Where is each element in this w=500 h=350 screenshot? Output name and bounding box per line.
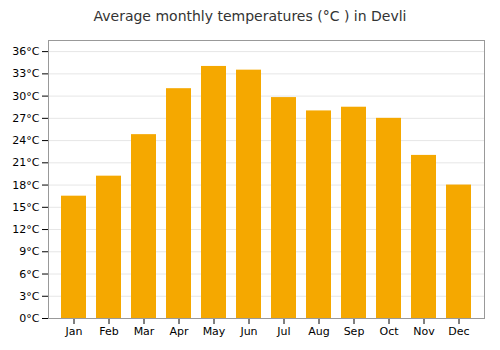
svg-text:30°C: 30°C (12, 90, 39, 103)
svg-text:Oct: Oct (379, 325, 399, 338)
svg-text:9°C: 9°C (19, 245, 39, 258)
svg-text:36°C: 36°C (12, 45, 39, 58)
svg-text:6°C: 6°C (19, 268, 39, 281)
svg-text:Sep: Sep (344, 325, 365, 338)
svg-text:18°C: 18°C (12, 179, 39, 192)
svg-text:0°C: 0°C (19, 312, 39, 325)
svg-text:24°C: 24°C (12, 134, 39, 147)
svg-text:Nov: Nov (413, 325, 435, 338)
svg-text:15°C: 15°C (12, 201, 39, 214)
svg-text:3°C: 3°C (19, 290, 39, 303)
svg-text:Aug: Aug (308, 325, 329, 338)
svg-text:Jun: Jun (239, 325, 257, 338)
svg-text:Dec: Dec (448, 325, 469, 338)
svg-text:Feb: Feb (99, 325, 118, 338)
svg-text:33°C: 33°C (12, 67, 39, 80)
svg-text:27°C: 27°C (12, 112, 39, 125)
svg-text:Jul: Jul (276, 325, 290, 338)
svg-text:May: May (203, 325, 226, 338)
html-text:Average monthly temperatures (: Average monthly temperatures (°C ) in De… (93, 8, 407, 24)
svg-text:Apr: Apr (169, 325, 189, 338)
svg-text:Mar: Mar (134, 325, 155, 338)
svg-text:Jan: Jan (65, 325, 83, 338)
svg-text:12°C: 12°C (12, 223, 39, 236)
svg-text:21°C: 21°C (12, 156, 39, 169)
